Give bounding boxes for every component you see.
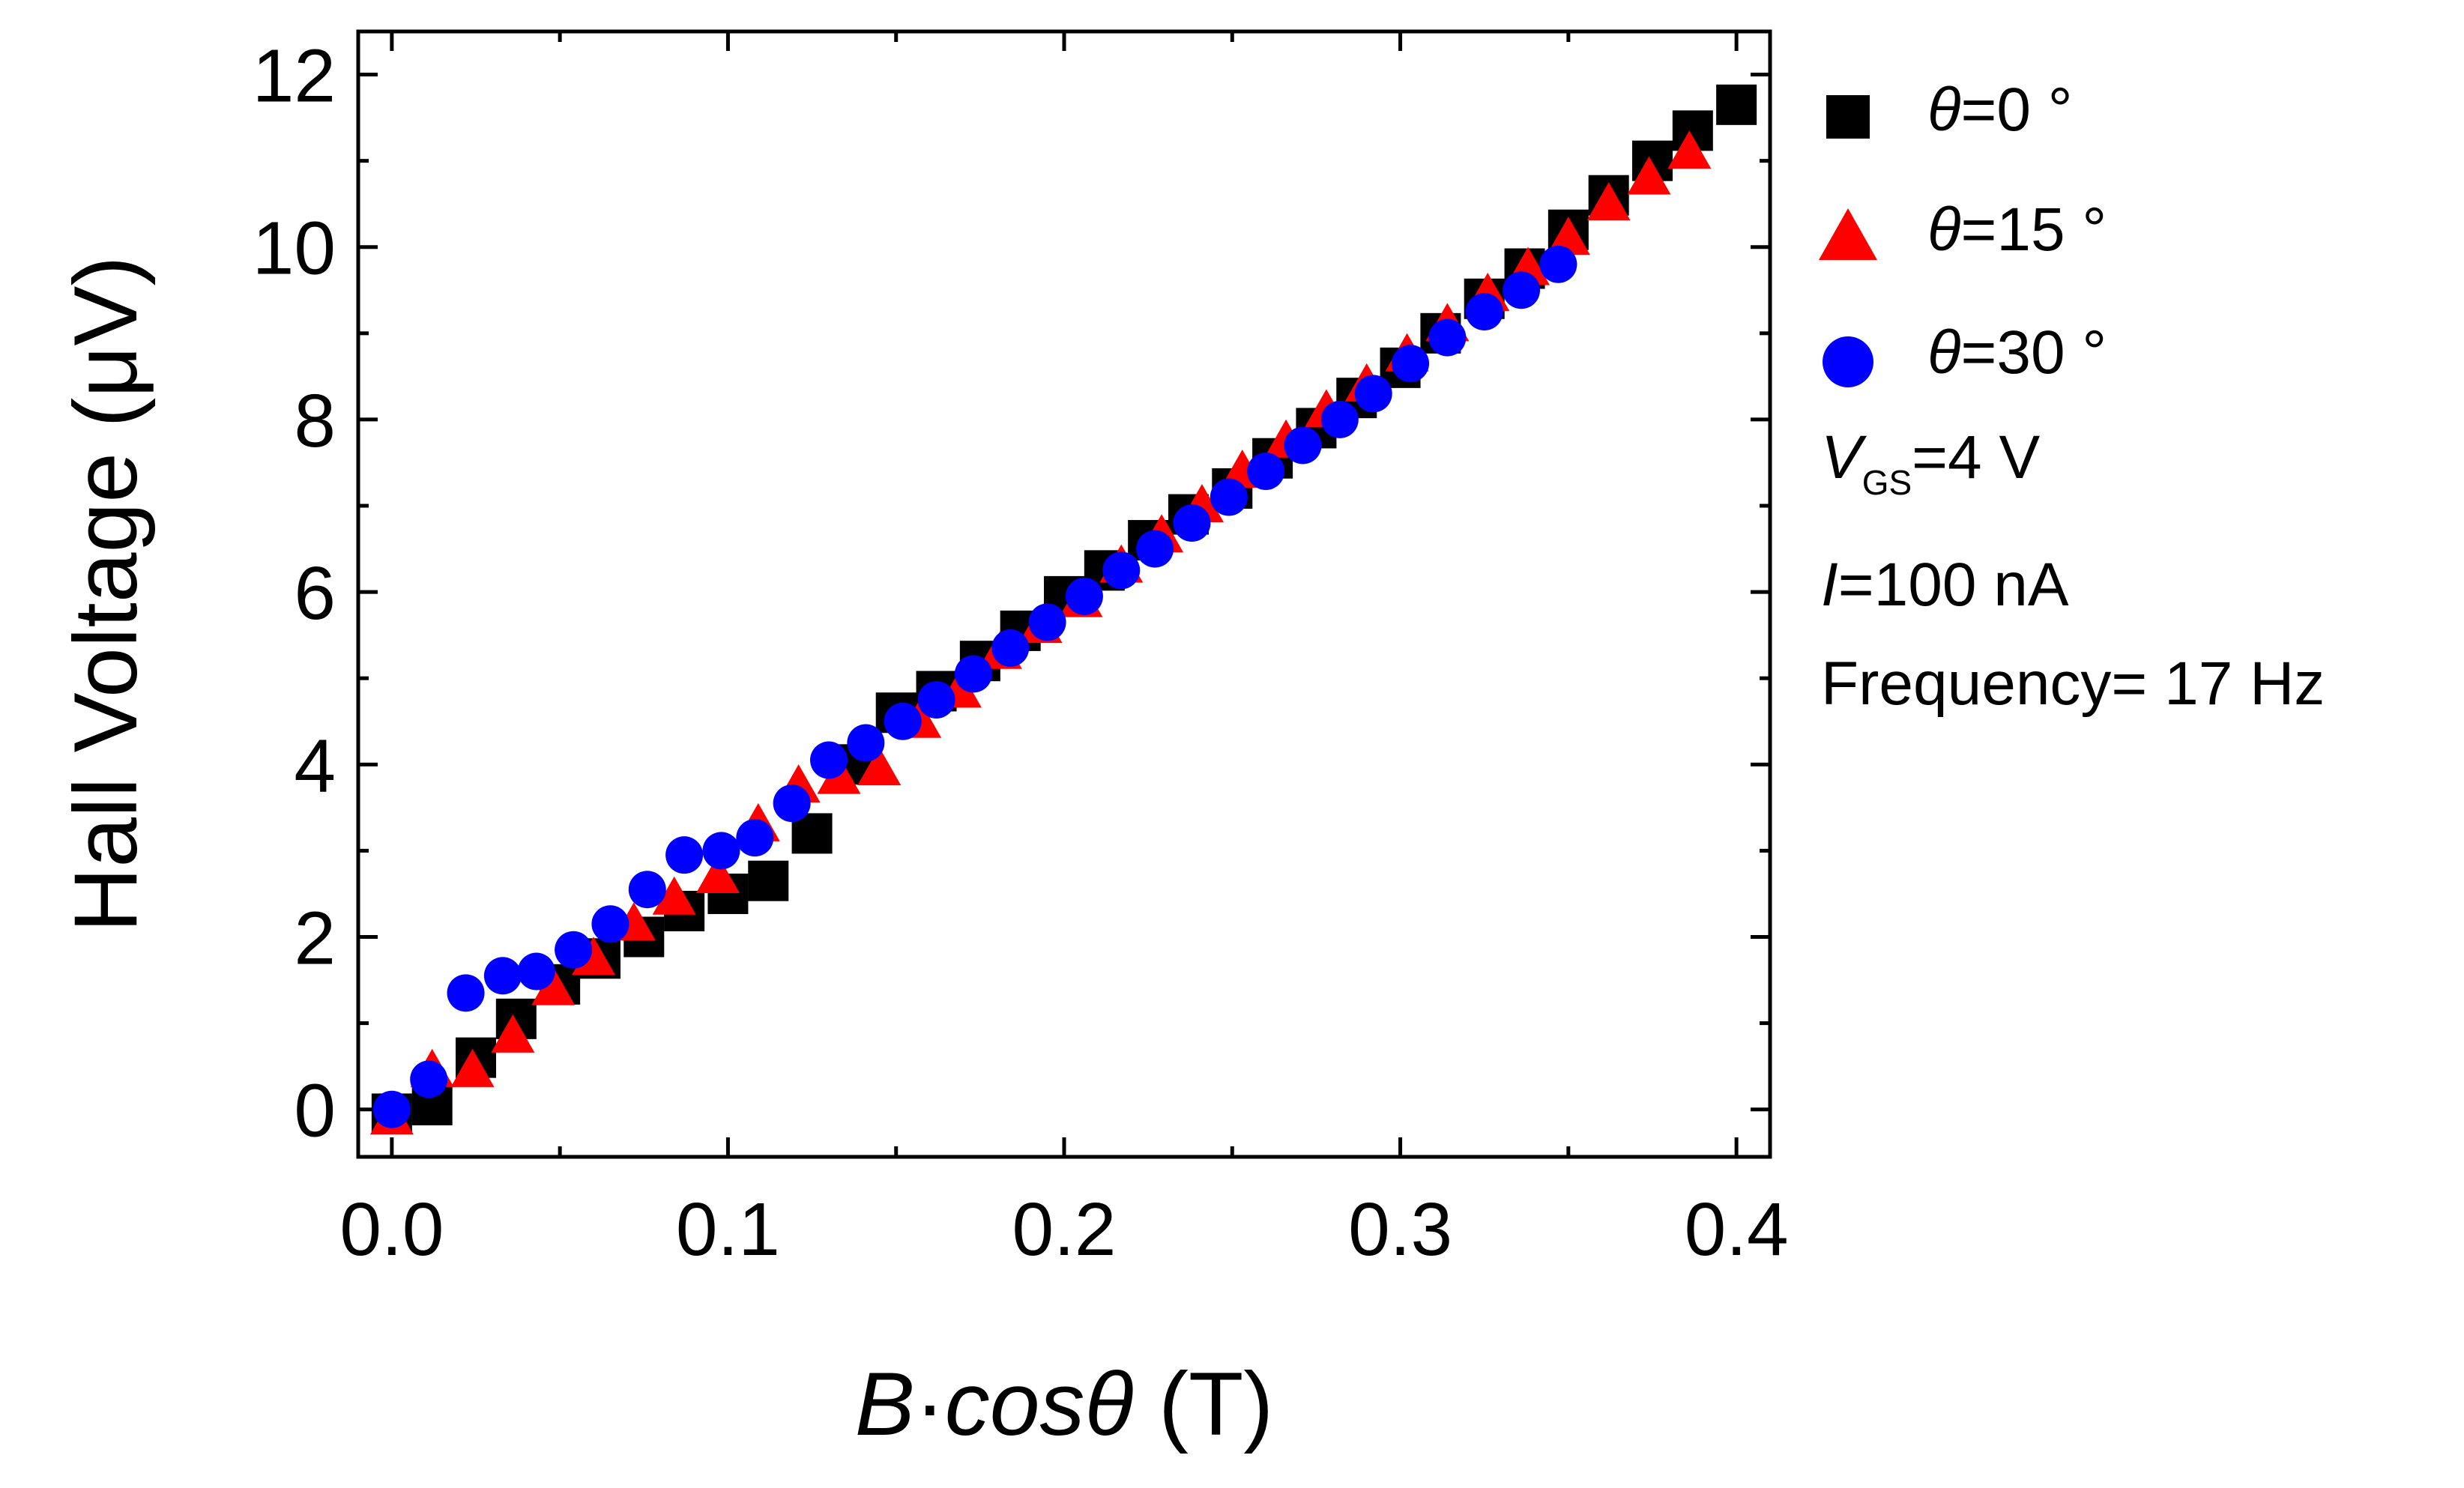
legend-label-theta-0: θ=0 ° xyxy=(1927,76,2073,144)
data-point-circle xyxy=(1210,478,1248,516)
data-point-circle xyxy=(410,1060,448,1098)
data-point-circle xyxy=(1503,271,1541,309)
data-point-circle xyxy=(1539,245,1577,283)
y-tick-label: 10 xyxy=(253,207,336,291)
axis-ticks xyxy=(358,31,1770,1157)
legend-label-theta-30: θ=30 ° xyxy=(1927,318,2107,387)
data-point-triangle xyxy=(1546,217,1590,255)
y-axis-title: Hall Voltage (μV) xyxy=(55,256,156,933)
legend-marker-circle xyxy=(1823,336,1873,387)
data-point-circle xyxy=(1136,530,1174,568)
data-point-triangle xyxy=(652,876,696,915)
x-tick-label: 0.0 xyxy=(339,1188,444,1271)
data-point-circle xyxy=(1392,345,1430,383)
data-point-circle xyxy=(884,702,922,740)
data-point-circle xyxy=(517,952,555,991)
y-tick-label: 2 xyxy=(294,897,336,981)
data-point-circle xyxy=(1065,577,1103,615)
data-point-circle xyxy=(1102,551,1141,590)
data-point-triangle xyxy=(1667,130,1712,169)
data-point-triangle xyxy=(695,854,740,893)
data-point-triangle xyxy=(531,967,576,1005)
data-point-circle xyxy=(447,974,485,1012)
x-tick-label: 0.1 xyxy=(676,1188,780,1271)
x-tick-label: 0.4 xyxy=(1685,1188,1789,1271)
y-tick-label: 12 xyxy=(253,34,336,118)
data-point-circle xyxy=(372,1090,411,1128)
data-point-circle xyxy=(810,741,848,779)
annotations: VGS=4 V I=100 nA Frequency= 17 Hz xyxy=(1821,423,2325,718)
data-points xyxy=(369,84,1757,1135)
data-point-square xyxy=(748,860,789,901)
y-tick-label: 8 xyxy=(294,379,336,463)
data-point-circle xyxy=(1465,293,1503,331)
data-point-circle xyxy=(665,836,704,874)
data-point-circle xyxy=(555,931,593,969)
legend-label-theta-15: θ=15 ° xyxy=(1927,196,2107,264)
data-point-circle xyxy=(991,629,1030,667)
data-point-circle xyxy=(483,957,522,995)
x-tick-label: 0.2 xyxy=(1012,1188,1116,1271)
data-point-triangle xyxy=(450,1048,495,1087)
x-tick-label: 0.3 xyxy=(1348,1188,1452,1271)
data-point-circle xyxy=(917,680,955,719)
data-point-circle xyxy=(773,784,811,823)
x-tick-labels: 0.0 0.1 0.2 0.3 0.4 xyxy=(339,1188,1788,1271)
data-point-triangle xyxy=(491,1014,535,1053)
y-tick-label: 6 xyxy=(294,551,336,635)
data-point-circle xyxy=(628,871,666,909)
data-point-triangle xyxy=(1627,156,1671,195)
data-point-circle xyxy=(736,819,774,857)
data-point-circle xyxy=(1173,504,1211,542)
data-point-triangle xyxy=(857,747,902,786)
annotation-frequency: Frequency= 17 Hz xyxy=(1821,650,2325,718)
y-tick-labels: 0 2 4 6 8 10 12 xyxy=(253,34,336,1153)
legend-marker-triangle xyxy=(1819,208,1877,260)
data-point-square xyxy=(1716,84,1757,125)
data-point-circle xyxy=(591,905,629,943)
annotation-vgs: VGS=4 V xyxy=(1821,423,2040,502)
data-point-circle xyxy=(1028,603,1066,641)
data-point-circle xyxy=(1284,426,1322,465)
data-point-triangle xyxy=(1586,182,1631,221)
data-point-circle xyxy=(1247,452,1285,490)
legend: θ=0 ° θ=15 ° θ=30 ° xyxy=(1819,76,2107,387)
data-point-circle xyxy=(1320,400,1359,438)
data-point-circle xyxy=(954,655,992,693)
data-point-circle xyxy=(1428,318,1467,357)
y-tick-label: 4 xyxy=(294,724,336,808)
data-point-circle xyxy=(847,724,885,762)
data-point-circle xyxy=(702,832,740,870)
x-axis-title: B·cosθ (T) xyxy=(855,1354,1273,1454)
annotation-current: I=100 nA xyxy=(1821,551,2069,619)
legend-marker-square xyxy=(1826,95,1870,139)
data-point-circle xyxy=(1354,375,1392,413)
y-tick-label: 0 xyxy=(294,1069,336,1153)
